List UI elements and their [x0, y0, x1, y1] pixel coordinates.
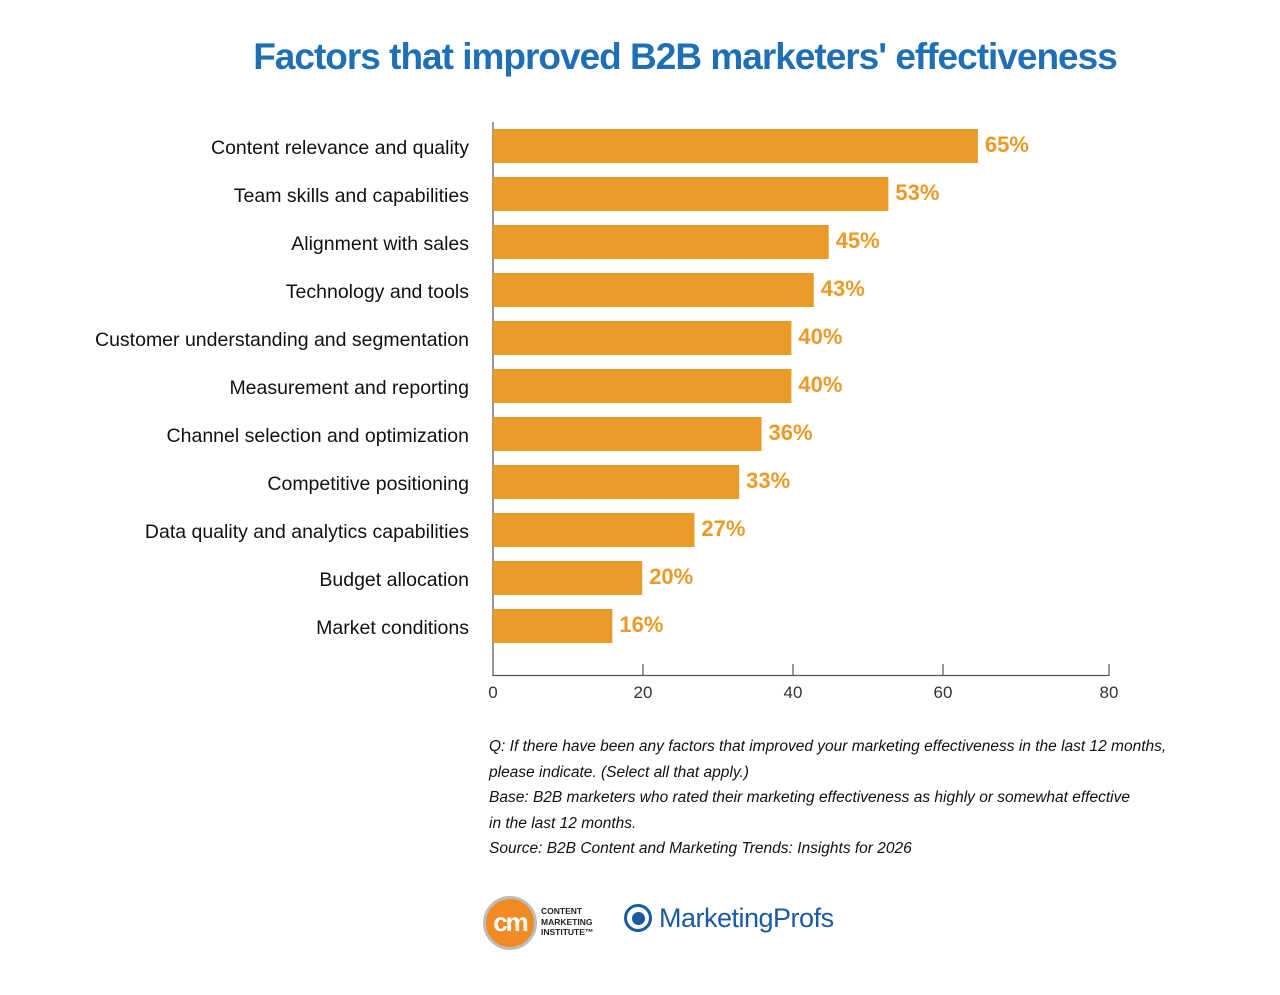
x-tick-label: 40 — [784, 683, 803, 702]
cmi-line: INSTITUTE™ — [541, 927, 594, 937]
cmi-line: CONTENT — [541, 906, 583, 916]
note-source: Source: B2B Content and Marketing Trends… — [489, 840, 912, 857]
data-label: 53% — [895, 180, 939, 205]
footnotes: Q: If there have been any factors that i… — [489, 734, 1166, 862]
bar — [493, 561, 643, 595]
bar — [493, 129, 978, 163]
bar — [493, 321, 792, 355]
category-label: Measurement and reporting — [229, 377, 469, 399]
cmi-logo-text: CONTENT MARKETING INSTITUTE™ — [541, 906, 593, 938]
chart-title: Factors that improved B2B marketers' eff… — [253, 36, 1118, 77]
bar — [493, 465, 740, 499]
data-label: 33% — [746, 468, 790, 493]
x-tick-label: 60 — [934, 683, 953, 702]
data-label: 16% — [619, 612, 663, 637]
data-label: 43% — [821, 276, 865, 301]
category-label: Alignment with sales — [291, 233, 469, 255]
category-label: Channel selection and optimization — [167, 425, 469, 447]
data-label: 36% — [769, 420, 813, 445]
note-base-2: in the last 12 months. — [489, 814, 637, 832]
marketingprofs-logo-text: MarketingProfs — [659, 903, 834, 933]
bar — [493, 369, 792, 403]
marketingprofs-bird-icon — [624, 904, 652, 932]
note-question-2: please indicate. (Select all that apply.… — [489, 763, 749, 781]
category-label: Market conditions — [316, 617, 469, 639]
category-label: Data quality and analytics capabilities — [145, 521, 469, 543]
data-label: 40% — [798, 372, 842, 397]
bar — [493, 273, 814, 307]
bar-chart: 0 20 40 60 80 Content relevance and quality 65… — [95, 122, 1119, 702]
cmi-line: MARKETING — [541, 916, 593, 927]
category-label: Technology and tools — [286, 281, 469, 303]
category-label: Competitive positioning — [267, 473, 469, 495]
data-label: 65% — [985, 132, 1029, 157]
data-label: 20% — [649, 564, 693, 589]
data-label: 27% — [701, 516, 745, 541]
bar — [493, 177, 889, 211]
bar — [493, 417, 762, 451]
data-label: 45% — [836, 228, 880, 253]
note-base-1: Base: B2B marketers who rated their mark… — [489, 789, 1130, 806]
category-label: Customer understanding and segmentation — [95, 329, 469, 351]
bar — [493, 225, 829, 259]
x-tick-label: 0 — [488, 683, 497, 702]
category-label: Content relevance and quality — [211, 137, 469, 159]
note-question-1: Q: If there have been any factors that i… — [489, 738, 1167, 755]
data-label: 40% — [798, 324, 842, 349]
category-label: Budget allocation — [319, 569, 469, 591]
logos: cm CONTENT MARKETING INSTITUTE™ Marketin… — [483, 895, 843, 951]
x-tick-label: 80 — [1100, 683, 1119, 702]
x-tick-label: 20 — [634, 683, 653, 702]
bar — [493, 609, 613, 643]
cmi-logo-mark: cm — [483, 896, 537, 950]
category-label: Team skills and capabilities — [234, 185, 469, 207]
bar — [493, 513, 695, 547]
